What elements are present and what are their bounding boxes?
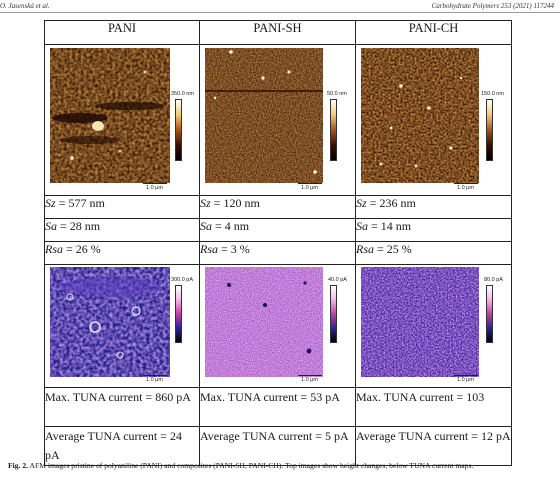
afm-height-image-pani-sh xyxy=(205,48,323,183)
sa-cell-pani-sh: Sa = 4 nm xyxy=(199,218,356,242)
rsa-value: = 25 % xyxy=(377,242,412,256)
height-scale-bar-pani-sh xyxy=(330,99,337,161)
scale-bar-label-pani: 1.0 µm xyxy=(146,185,163,191)
height-scale-bar-pani xyxy=(175,99,182,161)
scale-bar-line-pani xyxy=(143,183,167,184)
height-scale-bar-pani-ch xyxy=(486,99,493,161)
rsa-cell-pani-sh: Rsa = 3 % xyxy=(199,241,356,265)
sa-value: = 14 nm xyxy=(371,219,412,233)
sa-cell-pani-ch: Sa = 14 nm xyxy=(355,218,512,242)
current-map-cell-pani-sh: 40.0 pA 1.0 µm xyxy=(199,264,356,388)
avg-tuna-pani-ch: Average TUNA current = 12 pA xyxy=(355,426,512,466)
scale-bar-line-pani-ch xyxy=(454,183,478,184)
caption-text: AFM images pristine of polyaniline (PANI… xyxy=(29,461,474,470)
max-tuna-pani-ch: Max. TUNA current = 103 xyxy=(355,387,512,427)
sa-value: = 4 nm xyxy=(215,219,250,233)
afm-height-image-pani xyxy=(50,48,170,183)
avg-tuna-row: Average TUNA current = 24 pA Average TUN… xyxy=(44,426,512,466)
header-rule xyxy=(0,12,560,13)
running-header: O. Jasenská et al. Carbohydrate Polymers… xyxy=(0,0,560,13)
current-scale-max-pani-ch: 80.0 pA xyxy=(484,277,503,283)
figure-table: PANI PANI-SH PANI-CH xyxy=(44,20,512,466)
sz-label: Sz xyxy=(356,196,367,210)
sa-label: Sa xyxy=(200,219,212,233)
current-scale-bar-pani xyxy=(175,285,182,343)
column-header-pani-sh: PANI-SH xyxy=(199,20,356,45)
afm-height-image-pani-ch xyxy=(361,48,479,183)
scale-bar-line-pani xyxy=(143,375,167,376)
scale-bar-line-pani-sh xyxy=(298,183,322,184)
height-map-cell-pani-ch: 150.0 nm 1.0 µm xyxy=(355,44,512,196)
scale-bar-line-pani-ch xyxy=(454,375,478,376)
scale-bar-label-pani-ch: 1.0 µm xyxy=(457,377,474,383)
header-journal: Carbohydrate Polymers 253 (2021) 117244 xyxy=(431,2,554,10)
sz-label: Sz xyxy=(45,196,56,210)
sa-label: Sa xyxy=(356,219,368,233)
tuna-current-image-pani-ch xyxy=(361,267,479,377)
sz-cell-pani-ch: Sz = 236 nm xyxy=(355,195,512,219)
tuna-current-image-pani xyxy=(50,267,170,377)
current-scale-max-pani-sh: 40.0 pA xyxy=(328,277,347,283)
rsa-label: Rsa xyxy=(45,242,63,256)
height-map-cell-pani: 350.0 nm 1.0 µm xyxy=(44,44,200,196)
avg-tuna-pani: Average TUNA current = 24 pA xyxy=(44,426,200,466)
avg-tuna-pani-sh: Average TUNA current = 5 pA xyxy=(199,426,356,466)
figure-caption: Fig. 2. AFM images pristine of polyanili… xyxy=(8,461,473,470)
scale-bar-label-pani-ch: 1.0 µm xyxy=(457,185,474,191)
current-scale-bar-pani-ch xyxy=(486,285,493,343)
scale-bar-label-pani-sh: 1.0 µm xyxy=(301,377,318,383)
sz-value: = 236 nm xyxy=(369,196,416,210)
scale-bar-label-pani: 1.0 µm xyxy=(146,377,163,383)
height-scale-max-pani-ch: 150.0 nm xyxy=(481,91,504,97)
current-scale-bar-pani-sh xyxy=(330,285,337,343)
column-header-pani-ch: PANI-CH xyxy=(355,20,512,45)
header-authors: O. Jasenská et al. xyxy=(0,2,50,10)
rsa-cell-pani: Rsa = 26 % xyxy=(44,241,200,265)
height-map-row: 350.0 nm 1.0 µm xyxy=(44,44,512,196)
sa-label: Sa xyxy=(45,219,57,233)
rsa-label: Rsa xyxy=(200,242,218,256)
current-scale-max-pani: 300.0 pA xyxy=(171,277,194,283)
rsa-value: = 3 % xyxy=(221,242,250,256)
sz-cell-pani-sh: Sz = 120 nm xyxy=(199,195,356,219)
current-map-cell-pani-ch: 80.0 pA 1.0 µm xyxy=(355,264,512,388)
current-map-row: 300.0 pA 1.0 µm 40.0 pA xyxy=(44,264,512,388)
height-scale-max-pani: 350.0 nm xyxy=(171,91,194,97)
scale-bar-line-pani-sh xyxy=(298,375,322,376)
column-header-row: PANI PANI-SH PANI-CH xyxy=(44,20,512,45)
current-map-cell-pani: 300.0 pA 1.0 µm xyxy=(44,264,200,388)
sz-value: = 577 nm xyxy=(58,196,105,210)
column-header-pani: PANI xyxy=(44,20,200,45)
tuna-current-image-pani-sh xyxy=(205,267,323,377)
sa-value: = 28 nm xyxy=(60,219,101,233)
caption-label: Fig. 2. xyxy=(8,461,29,470)
sz-row: Sz = 577 nm Sz = 120 nm Sz = 236 nm xyxy=(44,195,512,219)
max-tuna-row: Max. TUNA current = 860 pA Max. TUNA cur… xyxy=(44,387,512,427)
sz-cell-pani: Sz = 577 nm xyxy=(44,195,200,219)
rsa-row: Rsa = 26 % Rsa = 3 % Rsa = 25 % xyxy=(44,241,512,265)
max-tuna-pani: Max. TUNA current = 860 pA xyxy=(44,387,200,427)
sz-label: Sz xyxy=(200,196,211,210)
rsa-label: Rsa xyxy=(356,242,374,256)
height-scale-max-pani-sh: 50.0 nm xyxy=(327,91,347,97)
sa-cell-pani: Sa = 28 nm xyxy=(44,218,200,242)
rsa-value: = 26 % xyxy=(66,242,101,256)
scale-bar-label-pani-sh: 1.0 µm xyxy=(301,185,318,191)
height-map-cell-pani-sh: 50.0 nm 1.0 µm xyxy=(199,44,356,196)
rsa-cell-pani-ch: Rsa = 25 % xyxy=(355,241,512,265)
max-tuna-pani-sh: Max. TUNA current = 53 pA xyxy=(199,387,356,427)
sa-row: Sa = 28 nm Sa = 4 nm Sa = 14 nm xyxy=(44,218,512,242)
sz-value: = 120 nm xyxy=(213,196,260,210)
